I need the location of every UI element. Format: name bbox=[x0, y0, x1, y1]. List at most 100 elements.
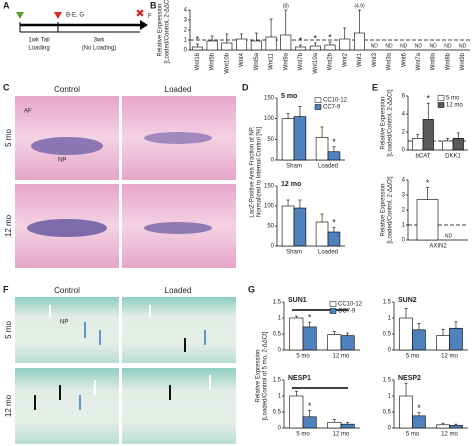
bar bbox=[295, 46, 306, 51]
x-tick-label: Wnt4 bbox=[239, 52, 245, 67]
bar bbox=[315, 136, 329, 161]
x-tick-label: Wnt1 bbox=[357, 52, 363, 67]
y-tick-label: 0.5 bbox=[383, 410, 392, 416]
column-label: Loaded bbox=[165, 286, 192, 295]
y-tick-label: 1 bbox=[278, 316, 282, 322]
y-tick-label: 1.5 bbox=[273, 300, 282, 306]
bar bbox=[436, 335, 450, 351]
panel-label: D bbox=[242, 82, 249, 92]
timeline-label: 3wk bbox=[94, 38, 106, 44]
bar bbox=[206, 40, 218, 51]
x-tick-label: 5 mo bbox=[406, 354, 420, 360]
legend-swatch bbox=[437, 95, 445, 101]
y-tick-label: 2 bbox=[184, 28, 188, 34]
y-tick-label: 1 bbox=[402, 223, 406, 229]
legend-label: CC7-9 bbox=[338, 309, 356, 315]
y-tick-label: 50 bbox=[267, 137, 274, 143]
y-axis-label: Normalized to Internal Control [%] bbox=[257, 127, 263, 217]
bar bbox=[327, 231, 341, 247]
y-axis-label: Relative Expression bbox=[158, 3, 164, 56]
bar bbox=[442, 140, 454, 151]
legend-swatch bbox=[437, 102, 445, 108]
x-tick-label: DKK1 bbox=[445, 154, 461, 160]
annotation: * bbox=[308, 313, 312, 323]
bar bbox=[412, 415, 426, 429]
y-tick-label: 1 bbox=[388, 316, 392, 322]
bar bbox=[309, 45, 321, 51]
legend-label: 5 mo bbox=[446, 96, 460, 102]
bar bbox=[449, 327, 463, 351]
x-tick-label: Sham bbox=[286, 250, 302, 256]
legend-label: CC10-12 bbox=[323, 98, 348, 104]
x-tick-label: 12 mo bbox=[441, 354, 458, 360]
bar bbox=[293, 207, 307, 247]
bar bbox=[236, 38, 248, 51]
bar bbox=[412, 138, 424, 151]
annotation: (4.9) bbox=[354, 3, 365, 9]
micrograph bbox=[15, 368, 119, 444]
x-tick-label: 12 mo bbox=[333, 354, 350, 360]
legend-label: CC10-12 bbox=[338, 302, 363, 308]
micrograph bbox=[15, 297, 119, 363]
legend-label: CC7-9 bbox=[323, 105, 341, 111]
y-tick-label: 0 bbox=[388, 348, 392, 354]
bar bbox=[281, 118, 295, 161]
legend-swatch bbox=[329, 308, 337, 314]
x-tick-label: Wnt8b bbox=[445, 52, 451, 70]
y-tick-label: 100 bbox=[264, 204, 275, 210]
x-tick-label: Wnt3a bbox=[387, 52, 393, 70]
bar bbox=[340, 335, 355, 351]
x-tick-label: Wnt10b bbox=[224, 52, 230, 73]
bar bbox=[289, 395, 304, 429]
annotation: * bbox=[332, 137, 336, 147]
micrograph bbox=[122, 368, 236, 444]
bar bbox=[340, 423, 355, 429]
x-tick-label: Wnt7b bbox=[298, 52, 304, 70]
y-tick-label: 3 bbox=[184, 18, 188, 24]
annotation: * bbox=[299, 35, 303, 45]
annotation: * bbox=[332, 218, 336, 228]
y-tick-label: 1.5 bbox=[383, 378, 392, 384]
x-tick-label: Wnt2 bbox=[342, 52, 348, 67]
annotation: * bbox=[417, 403, 421, 413]
region-label: NP bbox=[60, 320, 68, 326]
column-label: Loaded bbox=[165, 85, 192, 94]
y-tick-label: 0 bbox=[388, 426, 392, 432]
bar bbox=[452, 138, 464, 151]
annotation: ND bbox=[459, 43, 467, 49]
nucleus-pulposus bbox=[31, 137, 103, 155]
timeline-label: (No Loading) bbox=[82, 46, 117, 52]
y-tick-label: 50 bbox=[267, 224, 274, 230]
legend-swatch bbox=[314, 97, 322, 103]
x-tick-label: Loaded bbox=[318, 250, 338, 256]
annotation: ND bbox=[400, 43, 408, 49]
nucleus-pulposus bbox=[144, 132, 212, 144]
bar bbox=[221, 42, 233, 51]
y-tick-label: 4 bbox=[184, 8, 188, 14]
y-tick-label: 0 bbox=[402, 238, 406, 244]
y-axis-label: [Loaded/Control, 2-ΔΔCt] bbox=[388, 176, 394, 243]
marker bbox=[54, 12, 62, 19]
arrows bbox=[34, 305, 211, 410]
x-tick-label: Wnt5b bbox=[210, 52, 216, 70]
annotation: ND bbox=[444, 43, 452, 49]
bar bbox=[265, 36, 277, 51]
x-tick-label: Sham bbox=[286, 164, 302, 170]
bar bbox=[280, 34, 292, 51]
arrowhead bbox=[140, 20, 148, 30]
column-label: Control bbox=[54, 85, 80, 94]
y-tick-label: 0 bbox=[278, 426, 282, 432]
y-tick-label: 0.5 bbox=[273, 332, 282, 338]
y-axis-label: LacZ-Positive Area Fraction of NP, bbox=[250, 126, 256, 218]
x-tick-label: Wnt9a bbox=[283, 52, 289, 70]
y-tick-label: 0 bbox=[402, 148, 406, 154]
micrograph bbox=[122, 297, 236, 363]
y-tick-label: 1 bbox=[278, 394, 282, 400]
x-tick-label: Wnt7a bbox=[416, 52, 422, 70]
panel-label: F bbox=[3, 284, 9, 294]
y-tick-label: 3 bbox=[402, 193, 406, 199]
column-label: Control bbox=[54, 286, 80, 295]
timeline-label: B-E, G bbox=[66, 13, 84, 19]
bar bbox=[289, 317, 304, 351]
